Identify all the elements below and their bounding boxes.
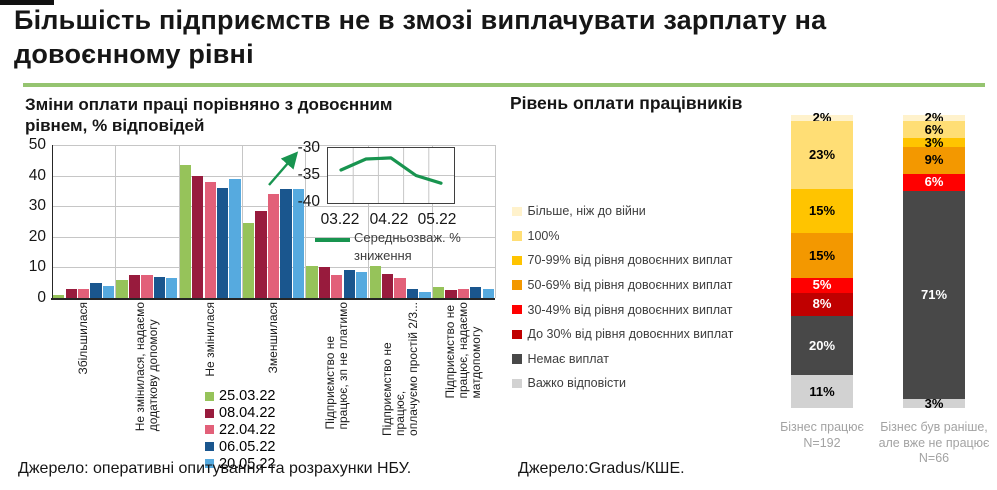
legend-item: Більше, ніж до війни: [512, 199, 782, 224]
legend-item: Немає виплат: [512, 347, 782, 372]
weighted-decline-inset-chart: [327, 147, 455, 204]
stacked-bar-segment: 6%: [903, 173, 965, 192]
inset-line-plot: [328, 148, 454, 203]
legend-item-label: 06.05.22: [219, 438, 276, 455]
legend-item: 06.05.22: [205, 438, 315, 455]
legend-color-swatch: [512, 304, 522, 315]
stacked-bar-segment: 3%: [903, 136, 965, 149]
legend-item: 30-49% від рівня довоєнних виплат: [512, 297, 782, 322]
legend-color-swatch: [512, 354, 522, 364]
legend-item-label: 50-69% від рівня довоєнних виплат: [527, 278, 733, 293]
stacked-bar-segment: 9%: [903, 147, 965, 174]
stacked-bar-segment: 6%: [903, 120, 965, 139]
legend-color-swatch: [512, 280, 522, 290]
legend-color-swatch: [512, 329, 522, 340]
pay-level-legend: Більше, ніж до війни 100% 70-99% від рівня…: [512, 199, 782, 396]
legend-color-swatch: [512, 378, 522, 389]
date-legend: 25.03.22 08.04.22 22.04.22 06.05.22 20.05.22: [205, 388, 315, 472]
stacked-bar-segment: 11%: [791, 375, 853, 408]
legend-color-swatch: [205, 391, 214, 401]
title-underline: [23, 83, 985, 87]
legend-color-swatch: [512, 206, 522, 217]
legend-item: Важко відповісти: [512, 371, 782, 396]
legend-item-label: 100%: [527, 228, 560, 243]
legend-item-label: До 30% від рівня довоєнних виплат: [527, 327, 734, 342]
legend-item: 20.05.22: [205, 455, 315, 472]
stacked-bar-segment: 23%: [791, 120, 853, 189]
inset-x-tick: 04.22: [369, 211, 409, 228]
legend-item: 100%: [512, 224, 782, 249]
legend-item-label: 25.03.22: [219, 388, 276, 405]
legend-item-label: 22.04.22: [219, 421, 276, 438]
legend-color-swatch: [205, 459, 214, 469]
left-source: Джерело: оперативні опитування та розрах…: [18, 460, 412, 477]
left-chart-title: Зміни оплати праці порівняно з довоєнним…: [25, 95, 393, 136]
stacked-bar-segment: 15%: [791, 233, 853, 278]
legend-item: 08.04.22: [205, 405, 315, 422]
stacked-bar: 2% 6% 3% 9% 6% 71% 3%: [903, 111, 965, 410]
legend-item: 70-99% від рівня довоєнних виплат: [512, 248, 782, 273]
stacked-bar: 2% 23% 15% 15% 5% 8% 20% 11%: [791, 111, 853, 408]
bar-caption: Бізнес був раніше, але вже не працює N=6…: [878, 420, 990, 466]
stacked-bar-segment: 71%: [903, 191, 965, 400]
legend-item-label: 30-49% від рівня довоєнних виплат: [527, 302, 733, 317]
legend-color-swatch: [205, 408, 214, 418]
legend-color-swatch: [512, 231, 522, 241]
right-chart-title: Рівень оплати працівників: [510, 93, 743, 113]
inset-legend-label: Середньозваж. % зниження: [354, 230, 461, 263]
legend-item: 22.04.22: [205, 422, 315, 439]
stacked-bar-segment: 5%: [791, 277, 853, 293]
stacked-bar-segment: 15%: [791, 188, 853, 234]
stacked-bar-segment: 2%: [791, 111, 853, 124]
right-source: Джерело:Gradus/КШЕ.: [518, 460, 685, 477]
inset-y-tick: -35: [297, 166, 320, 183]
legend-item-label: 08.04.22: [219, 405, 276, 422]
legend-color-swatch: [512, 255, 522, 266]
page-title: Більшість підприємств не в змозі виплачу…: [14, 5, 827, 69]
legend-item-label: Більше, ніж до війни: [527, 204, 646, 219]
legend-item-label: 20.05.22: [219, 455, 276, 472]
arrow-to-inset-icon: [268, 151, 299, 186]
screen-corner-artifact: [0, 0, 54, 5]
stacked-bar-segment: 8%: [791, 292, 853, 317]
inset-legend-line-swatch: [315, 238, 350, 242]
inset-x-tick: 03.22: [320, 211, 360, 228]
inset-y-tick: -30: [297, 139, 320, 156]
legend-color-swatch: [205, 442, 214, 452]
legend-item: 50-69% від рівня довоєнних виплат: [512, 273, 782, 298]
bar-caption: Бізнес працює N=192: [780, 420, 864, 450]
legend-item: 25.03.22: [205, 388, 315, 405]
legend-item-label: 70-99% від рівня довоєнних виплат: [527, 253, 733, 268]
weighted-decline-line: [339, 156, 443, 185]
stacked-bar-segment: 20%: [791, 316, 853, 376]
inset-x-tick: 05.22: [417, 211, 457, 228]
inset-y-tick: -40: [297, 193, 320, 210]
stacked-bar-segment: 2%: [903, 111, 965, 124]
legend-item-label: Важко відповісти: [527, 376, 627, 391]
legend-color-swatch: [205, 425, 214, 435]
legend-item-label: Немає виплат: [527, 351, 609, 366]
stacked-bar-segment: 3%: [903, 397, 965, 410]
legend-item: До 30% від рівня довоєнних виплат: [512, 322, 782, 347]
